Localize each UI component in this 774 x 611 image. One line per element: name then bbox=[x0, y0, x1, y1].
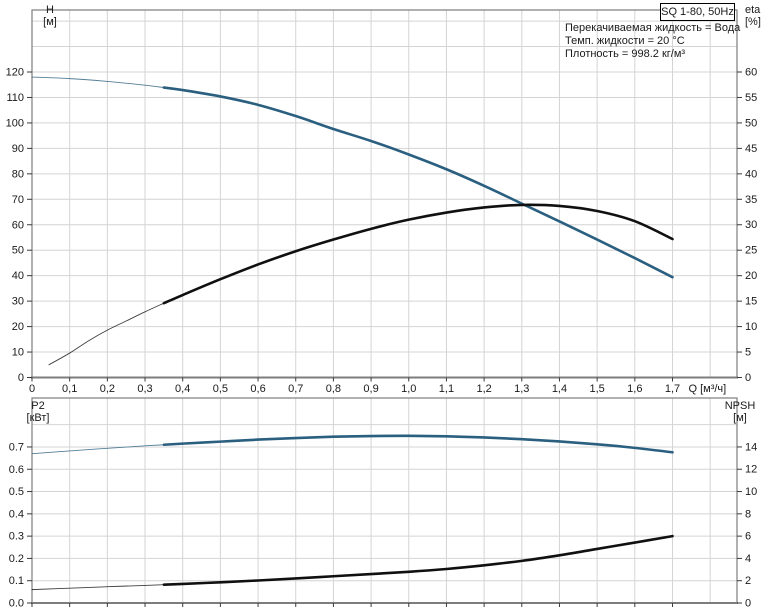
svg-text:20: 20 bbox=[745, 270, 757, 282]
svg-text:10: 10 bbox=[745, 486, 757, 498]
svg-text:0,7: 0,7 bbox=[288, 383, 303, 395]
svg-text:110: 110 bbox=[6, 92, 24, 104]
svg-text:70: 70 bbox=[12, 194, 24, 206]
svg-text:8: 8 bbox=[745, 508, 751, 520]
left-axis-title-bottom: P2 [кВт] bbox=[16, 400, 60, 424]
svg-text:0,4: 0,4 bbox=[175, 383, 190, 395]
svg-text:0.4: 0.4 bbox=[9, 508, 24, 520]
svg-text:55: 55 bbox=[745, 92, 757, 104]
axis-unit-kw: [кВт] bbox=[26, 412, 50, 424]
svg-text:45: 45 bbox=[745, 143, 757, 155]
fluid-info-line: Плотность = 998.2 кг/м³ bbox=[565, 48, 686, 60]
svg-text:Q [м³/ч]: Q [м³/ч] bbox=[688, 383, 726, 395]
fluid-info-block: Перекачиваемая жидкость = Вода Темп. жид… bbox=[565, 22, 740, 61]
svg-text:0: 0 bbox=[745, 598, 751, 610]
svg-text:12: 12 bbox=[745, 464, 757, 476]
svg-text:10: 10 bbox=[12, 347, 24, 359]
axis-unit-m2: [м] bbox=[733, 412, 747, 424]
svg-text:30: 30 bbox=[745, 219, 757, 231]
svg-text:0: 0 bbox=[18, 372, 24, 384]
svg-text:5: 5 bbox=[745, 347, 751, 359]
svg-text:2: 2 bbox=[745, 575, 751, 587]
svg-text:1,2: 1,2 bbox=[476, 383, 491, 395]
svg-text:80: 80 bbox=[12, 168, 24, 180]
svg-text:0,1: 0,1 bbox=[62, 383, 77, 395]
svg-text:30: 30 bbox=[12, 296, 24, 308]
svg-text:1,6: 1,6 bbox=[627, 383, 642, 395]
svg-text:0,6: 0,6 bbox=[250, 383, 265, 395]
svg-text:1,3: 1,3 bbox=[514, 383, 529, 395]
svg-text:35: 35 bbox=[745, 194, 757, 206]
svg-text:0,3: 0,3 bbox=[137, 383, 152, 395]
svg-text:60: 60 bbox=[745, 66, 757, 78]
axis-unit-m: [м] bbox=[43, 16, 57, 28]
axis-label-NPSH: NPSH bbox=[724, 400, 756, 412]
svg-text:1,5: 1,5 bbox=[589, 383, 604, 395]
svg-text:50: 50 bbox=[745, 117, 757, 129]
svg-text:0,5: 0,5 bbox=[213, 383, 228, 395]
svg-text:90: 90 bbox=[12, 143, 24, 155]
svg-text:0.6: 0.6 bbox=[9, 464, 24, 476]
svg-text:0,9: 0,9 bbox=[363, 383, 378, 395]
svg-text:0: 0 bbox=[29, 383, 35, 395]
svg-text:0.1: 0.1 bbox=[9, 575, 24, 587]
svg-text:1,1: 1,1 bbox=[439, 383, 454, 395]
pump-model-badge: SQ 1-80, 50Hz bbox=[660, 3, 735, 21]
svg-text:120: 120 bbox=[6, 67, 24, 79]
svg-text:6: 6 bbox=[745, 531, 751, 543]
svg-text:60: 60 bbox=[12, 219, 24, 231]
svg-text:0.0: 0.0 bbox=[9, 598, 24, 610]
axis-label-eta: eta bbox=[745, 4, 761, 16]
svg-text:0.2: 0.2 bbox=[9, 553, 24, 565]
svg-text:40: 40 bbox=[12, 270, 24, 282]
svg-text:15: 15 bbox=[745, 296, 757, 308]
svg-text:10: 10 bbox=[745, 321, 757, 333]
svg-text:20: 20 bbox=[12, 321, 24, 333]
svg-text:100: 100 bbox=[6, 117, 24, 129]
fluid-info-line: Темп. жидкости = 20 °C bbox=[565, 35, 685, 47]
svg-text:1,4: 1,4 bbox=[552, 383, 567, 395]
svg-text:1,7: 1,7 bbox=[665, 383, 680, 395]
svg-text:4: 4 bbox=[745, 553, 751, 565]
right-axis-title-top: eta [%] bbox=[745, 4, 774, 28]
svg-text:1,0: 1,0 bbox=[401, 383, 416, 395]
axis-unit-percent: [%] bbox=[745, 16, 761, 28]
svg-text:40: 40 bbox=[745, 168, 757, 180]
axis-label-P2: P2 bbox=[31, 400, 45, 412]
svg-text:0.5: 0.5 bbox=[9, 486, 24, 498]
svg-text:14: 14 bbox=[745, 441, 757, 453]
axis-label-H: H bbox=[46, 4, 54, 16]
left-axis-title-top: H [м] bbox=[36, 4, 64, 28]
svg-text:0,2: 0,2 bbox=[100, 383, 115, 395]
right-axis-title-bottom: NPSH [м] bbox=[712, 400, 768, 424]
svg-text:50: 50 bbox=[12, 245, 24, 257]
svg-text:0.7: 0.7 bbox=[9, 441, 24, 453]
svg-text:0,8: 0,8 bbox=[326, 383, 341, 395]
svg-text:0: 0 bbox=[745, 372, 751, 384]
fluid-info-line: Перекачиваемая жидкость = Вода bbox=[565, 22, 741, 34]
svg-text:0.3: 0.3 bbox=[9, 531, 24, 543]
svg-text:25: 25 bbox=[745, 245, 757, 257]
